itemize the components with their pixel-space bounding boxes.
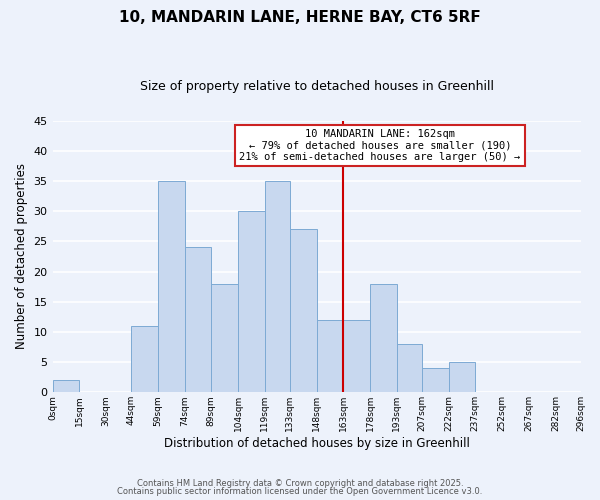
Bar (131, 326, 158, 392)
Bar (370, 284, 397, 393)
Bar (185, 248, 211, 392)
X-axis label: Distribution of detached houses by size in Greenhill: Distribution of detached houses by size … (164, 437, 469, 450)
Bar (158, 181, 185, 392)
Bar (317, 320, 343, 392)
Bar (265, 181, 290, 392)
Text: Contains public sector information licensed under the Open Government Licence v3: Contains public sector information licen… (118, 487, 482, 496)
Y-axis label: Number of detached properties: Number of detached properties (15, 164, 28, 350)
Bar (211, 284, 238, 393)
Text: Contains HM Land Registry data © Crown copyright and database right 2025.: Contains HM Land Registry data © Crown c… (137, 478, 463, 488)
Bar (238, 211, 265, 392)
Bar (290, 229, 317, 392)
Bar (422, 368, 449, 392)
Bar (343, 320, 370, 392)
Title: Size of property relative to detached houses in Greenhill: Size of property relative to detached ho… (140, 80, 494, 93)
Bar (397, 344, 422, 393)
Bar (53, 380, 79, 392)
Text: 10, MANDARIN LANE, HERNE BAY, CT6 5RF: 10, MANDARIN LANE, HERNE BAY, CT6 5RF (119, 10, 481, 25)
Bar (449, 362, 475, 392)
Text: 10 MANDARIN LANE: 162sqm
← 79% of detached houses are smaller (190)
21% of semi-: 10 MANDARIN LANE: 162sqm ← 79% of detach… (239, 128, 521, 162)
